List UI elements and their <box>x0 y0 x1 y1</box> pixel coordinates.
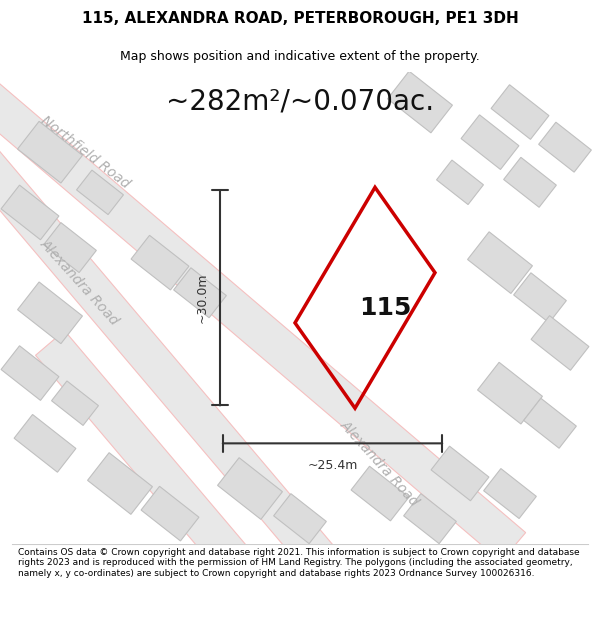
Polygon shape <box>404 494 457 544</box>
Polygon shape <box>478 362 542 424</box>
Polygon shape <box>17 121 82 183</box>
Text: ~282m²/~0.070ac.: ~282m²/~0.070ac. <box>166 88 434 116</box>
Polygon shape <box>131 236 189 290</box>
Polygon shape <box>484 469 536 519</box>
Polygon shape <box>491 85 549 139</box>
Polygon shape <box>514 272 566 322</box>
Polygon shape <box>431 446 489 501</box>
Polygon shape <box>88 452 152 514</box>
Polygon shape <box>274 494 326 544</box>
Polygon shape <box>218 458 283 519</box>
Text: 115: 115 <box>359 296 411 320</box>
Polygon shape <box>1 346 59 401</box>
Text: Contains OS data © Crown copyright and database right 2021. This information is : Contains OS data © Crown copyright and d… <box>18 548 580 578</box>
Text: Alexandra Road: Alexandra Road <box>38 237 122 328</box>
Polygon shape <box>524 398 577 448</box>
Polygon shape <box>77 170 124 214</box>
Polygon shape <box>467 232 532 294</box>
Polygon shape <box>17 282 82 344</box>
Polygon shape <box>437 160 484 204</box>
Polygon shape <box>1 185 59 240</box>
Polygon shape <box>0 78 526 562</box>
Polygon shape <box>35 331 550 625</box>
Polygon shape <box>539 122 592 172</box>
Text: 115, ALEXANDRA ROAD, PETERBOROUGH, PE1 3DH: 115, ALEXANDRA ROAD, PETERBOROUGH, PE1 3… <box>82 11 518 26</box>
Text: Map shows position and indicative extent of the property.: Map shows position and indicative extent… <box>120 50 480 62</box>
Polygon shape <box>14 414 76 472</box>
Polygon shape <box>52 381 98 426</box>
Polygon shape <box>141 486 199 541</box>
Polygon shape <box>461 115 519 169</box>
Polygon shape <box>173 268 226 318</box>
Text: Alexandra Road: Alexandra Road <box>338 418 422 509</box>
Polygon shape <box>44 222 97 272</box>
Polygon shape <box>0 110 515 625</box>
Text: Northfield Road: Northfield Road <box>38 113 132 191</box>
Text: ~25.4m: ~25.4m <box>307 459 358 472</box>
Polygon shape <box>531 316 589 370</box>
Polygon shape <box>388 71 452 133</box>
Text: ~30.0m: ~30.0m <box>196 272 209 323</box>
Polygon shape <box>351 466 409 521</box>
Polygon shape <box>503 158 556 208</box>
